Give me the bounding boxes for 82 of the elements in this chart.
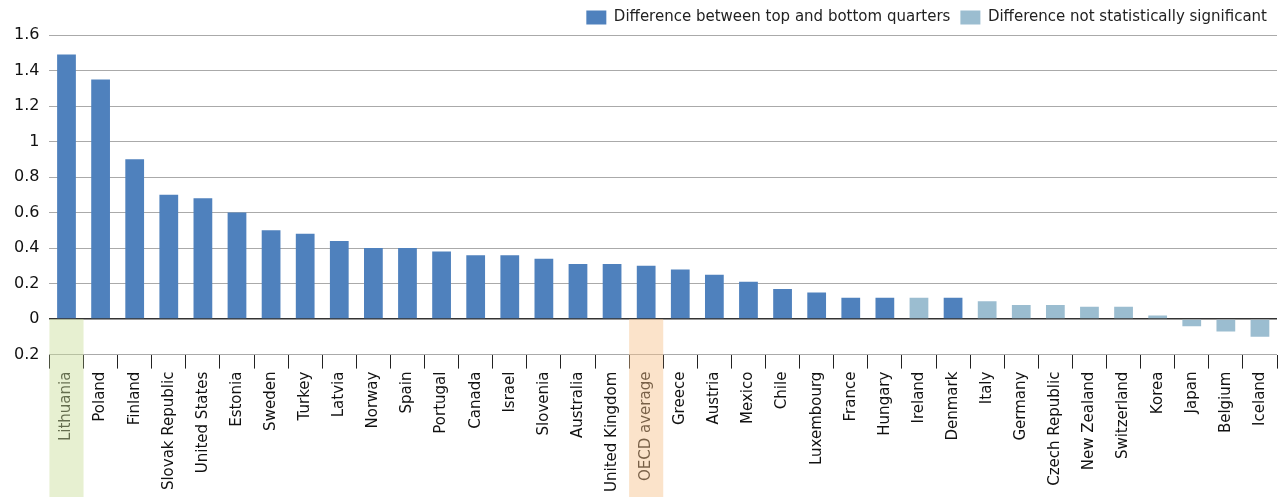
bar	[602, 264, 622, 319]
x-tick-label: Denmark	[942, 371, 961, 441]
bar	[943, 297, 963, 319]
x-tick-label: Australia	[567, 371, 586, 438]
x-tick-label: Sweden	[260, 371, 279, 431]
bar	[841, 297, 861, 319]
x-tick-label: Estonia	[226, 371, 245, 427]
y-tick-label: 0.4	[13, 237, 40, 257]
x-tick-label: Slovenia	[533, 371, 552, 436]
x-tick-label: Finland	[124, 371, 143, 426]
bar	[704, 274, 724, 319]
y-tick-label: 1	[29, 130, 40, 150]
bar	[398, 248, 417, 319]
y-tick-label: 0.2	[13, 343, 40, 363]
x-tick-label: United Kingdom	[601, 371, 620, 493]
bar	[1080, 306, 1099, 319]
x-tick-label: Norway	[363, 371, 382, 429]
bar	[977, 301, 997, 319]
bar	[1114, 306, 1133, 319]
bar	[364, 248, 383, 319]
bar	[739, 281, 758, 319]
x-tick-label: Spain	[397, 371, 416, 414]
x-tick-label: Luxembourg	[806, 371, 825, 466]
bar	[125, 159, 145, 319]
x-tick-label: United States	[192, 371, 211, 474]
y-tick-label: 1.6	[13, 24, 40, 44]
bar	[466, 255, 486, 319]
x-tick-label: Slovak Republic	[158, 371, 177, 491]
x-tick-label: France	[840, 371, 859, 422]
x-tick-label: Japan	[1181, 371, 1200, 415]
bar	[807, 292, 827, 319]
bar	[432, 251, 451, 319]
bar	[500, 255, 520, 319]
x-tick-label: Austria	[704, 371, 723, 425]
y-tick-label: 0.6	[13, 201, 40, 221]
x-tick-label: Hungary	[874, 371, 893, 436]
x-tick-label: Chile	[772, 371, 791, 410]
legend-label: Difference not statistically significant	[987, 7, 1268, 26]
x-tick-label: OECD average	[636, 371, 655, 482]
bar	[670, 269, 690, 319]
bar	[159, 194, 179, 319]
bar	[534, 258, 554, 319]
bar	[636, 265, 656, 319]
bar	[568, 264, 588, 319]
y-tick-label: 0	[29, 308, 40, 328]
x-tick-label: Ireland	[908, 371, 927, 424]
x-tick-label: Czech Republic	[1045, 371, 1064, 486]
bar	[1216, 319, 1236, 332]
x-tick-label: Switzerland	[1113, 371, 1132, 460]
y-tick-label: 1.2	[13, 95, 40, 115]
x-tick-label: Mexico	[738, 371, 757, 424]
x-tick-label: Greece	[670, 371, 689, 426]
y-tick-label: 0.2	[13, 272, 40, 292]
bar	[1011, 304, 1031, 319]
x-tick-label: Iceland	[1249, 371, 1268, 426]
x-tick-label: Portugal	[431, 371, 450, 434]
x-tick-label: Germany	[1011, 371, 1030, 441]
bar	[193, 198, 213, 319]
bar	[875, 297, 895, 319]
bar	[329, 240, 349, 319]
bar	[1045, 304, 1065, 319]
x-tick-label: Lithuania	[56, 371, 75, 442]
bar	[227, 212, 247, 319]
bar	[773, 288, 792, 319]
bar	[295, 233, 315, 319]
x-tick-label: Poland	[90, 371, 109, 422]
x-tick-label: Italy	[977, 371, 996, 405]
x-tick-label: Belgium	[1215, 371, 1234, 434]
legend-label: Difference between top and bottom quarters	[613, 7, 951, 26]
x-tick-label: New Zealand	[1079, 371, 1098, 471]
y-tick-label: 0.8	[13, 166, 40, 186]
x-tick-label: Turkey	[295, 371, 314, 422]
x-tick-label: Korea	[1147, 371, 1166, 415]
x-tick-label: Canada	[465, 371, 484, 429]
bar	[1250, 319, 1270, 337]
bar	[1182, 319, 1202, 327]
bar	[91, 79, 110, 319]
y-tick-label: 1.4	[13, 59, 40, 79]
bar	[261, 230, 281, 319]
x-tick-label: Israel	[499, 371, 518, 413]
x-tick-label: Latvia	[329, 371, 348, 418]
bar	[909, 297, 929, 319]
